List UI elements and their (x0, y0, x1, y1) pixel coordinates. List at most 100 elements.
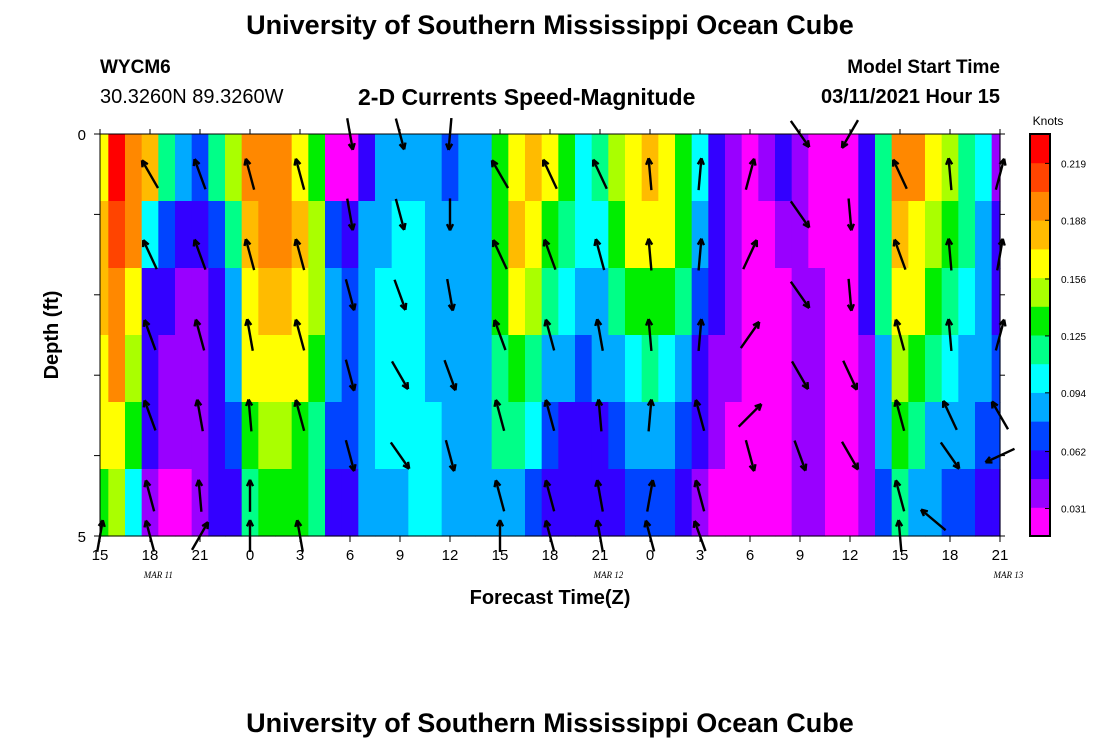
current-arrow (344, 439, 357, 472)
heatmap-cell (791, 402, 809, 470)
x-tick-label: 3 (296, 547, 304, 564)
heatmap-cell (608, 402, 626, 470)
heatmap-cell (108, 268, 126, 336)
heatmap-cell (308, 402, 326, 470)
heatmap-cell (558, 268, 576, 336)
heatmap-cell (175, 201, 193, 269)
heatmap-cell (208, 268, 226, 336)
heatmap-cell (341, 134, 359, 202)
heatmap-cell (958, 335, 976, 403)
heatmap-cell (175, 335, 193, 403)
currents-chart: 15 18 21 0 3 6 9 12 15 18 21 0 3 6 9 12 15 18 21 MAR 11 MAR … (41, 114, 1086, 609)
legend-label: 0.031 (1061, 504, 1086, 515)
heatmap-cell (708, 201, 726, 269)
heatmap-cell (491, 134, 509, 202)
heatmap-cell (408, 268, 426, 336)
heatmap-cell (975, 268, 993, 336)
heatmap-cell (591, 335, 609, 403)
heatmap-cell (458, 335, 476, 403)
current-arrow (594, 398, 604, 432)
heatmap-cell (258, 469, 276, 537)
heatmap-cell (608, 201, 626, 269)
date-label: MAR 12 (592, 570, 623, 580)
heatmap-cell (791, 469, 809, 537)
heatmap-cell (825, 201, 843, 269)
legend-swatch (1030, 392, 1050, 422)
heatmap-cell (258, 134, 276, 202)
heatmap-cell (675, 268, 693, 336)
current-arrow (245, 479, 255, 512)
heatmap-cell (225, 469, 243, 537)
heatmap-cell (525, 268, 543, 336)
current-arrow (893, 479, 906, 512)
current-arrow (744, 439, 757, 472)
legend-label: 0.062 (1061, 448, 1086, 459)
heatmap-cell (625, 469, 643, 537)
heatmap-cell (291, 335, 309, 403)
heatmap-cell (908, 134, 926, 202)
current-arrow (445, 198, 455, 231)
heatmap-cell (591, 134, 609, 202)
current-arrow (491, 239, 508, 270)
heatmap-cell (925, 469, 943, 537)
current-arrow (390, 360, 410, 391)
heatmap-cell (258, 201, 276, 269)
heatmap-cell (975, 402, 993, 470)
heatmap-cell (275, 469, 293, 537)
current-arrow (892, 238, 907, 271)
heatmap-cell (358, 335, 376, 403)
heatmap-cell (891, 268, 909, 336)
heatmap-cell (791, 201, 809, 269)
heatmap-cell (925, 134, 943, 202)
heatmap-cell (775, 134, 793, 202)
heatmap-cell (875, 268, 893, 336)
heatmap-cell (125, 268, 143, 336)
current-arrow (693, 479, 706, 512)
heatmap-cell (391, 268, 409, 336)
heatmap-cell (508, 402, 526, 470)
heatmap-cell (925, 201, 943, 269)
heatmap-cell (508, 134, 526, 202)
heatmap-cell (658, 134, 676, 202)
heatmap-cell (358, 268, 376, 336)
heatmap-cell (525, 201, 543, 269)
heatmap-cell (975, 335, 993, 403)
heatmap-cell (141, 335, 159, 403)
heatmap-cell (908, 201, 926, 269)
current-arrow (840, 441, 860, 471)
heatmap-cell (508, 268, 526, 336)
current-arrow (893, 399, 906, 432)
heatmap-cell (908, 335, 926, 403)
heatmap-cell (941, 335, 959, 403)
current-arrow (140, 159, 160, 189)
heatmap-cell (125, 134, 143, 202)
heatmap-cell (925, 335, 943, 403)
heatmap-cell (408, 402, 426, 470)
heatmap-cell (858, 402, 876, 470)
legend-label: 0.188 (1061, 216, 1086, 227)
heatmap-cell (758, 134, 776, 202)
x-tick-label: 6 (346, 547, 354, 564)
heatmap-cell (458, 268, 476, 336)
heatmap-cell (825, 335, 843, 403)
heatmap-cell (691, 201, 709, 269)
heatmap-cell (225, 134, 243, 202)
legend-swatch (1030, 363, 1050, 393)
heatmap-cell (275, 268, 293, 336)
heatmap-cell (741, 201, 759, 269)
current-arrow (194, 479, 204, 512)
heatmap-cell (108, 335, 126, 403)
heatmap-cell (541, 402, 559, 470)
current-arrow (443, 359, 458, 392)
heatmap-cell (841, 402, 859, 470)
heatmap-cell (475, 268, 493, 336)
current-arrow (893, 318, 906, 351)
heatmap-cell (908, 469, 926, 537)
model-start-value: 03/11/2021 Hour 15 (820, 86, 1000, 108)
heatmap-cell (725, 201, 743, 269)
heatmap-cell (675, 335, 693, 403)
heatmap-cell (191, 268, 209, 336)
heatmap-cell (425, 201, 443, 269)
heatmap-cell (100, 335, 109, 403)
heatmap-cell (558, 469, 576, 537)
